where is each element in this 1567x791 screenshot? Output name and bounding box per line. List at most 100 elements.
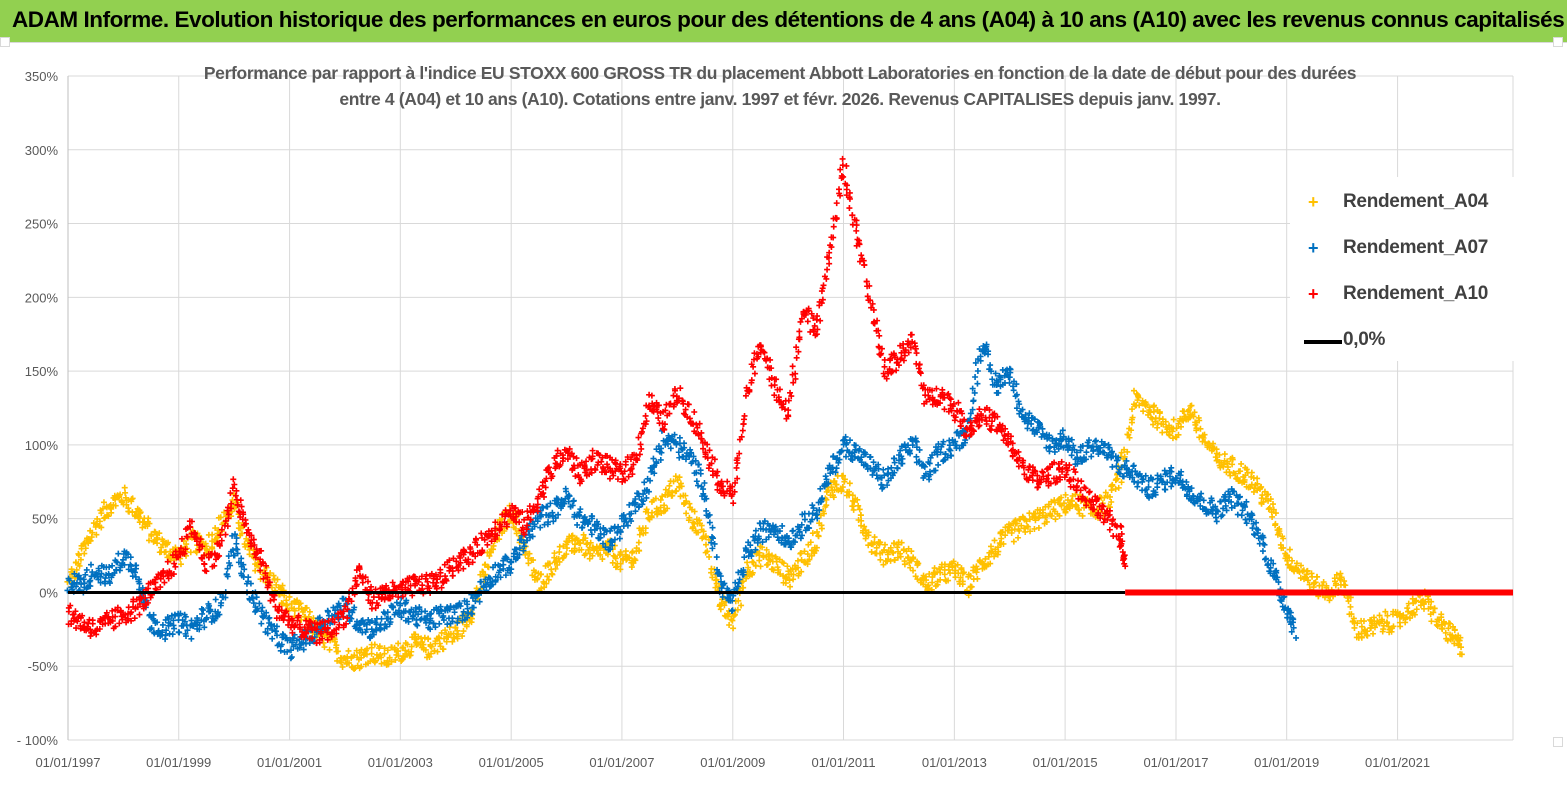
data-point	[854, 496, 861, 503]
data-point	[434, 648, 441, 655]
data-point	[891, 557, 898, 564]
data-point	[789, 528, 796, 535]
data-point	[650, 455, 657, 462]
data-point	[121, 484, 128, 491]
resize-handle-icon[interactable]	[1553, 37, 1563, 47]
data-point	[846, 488, 853, 495]
data-point	[763, 546, 770, 553]
data-point	[89, 529, 96, 536]
data-point	[569, 502, 576, 509]
data-point	[1142, 402, 1149, 409]
data-point	[1289, 557, 1296, 564]
resize-handle-icon[interactable]	[0, 37, 10, 47]
data-point	[212, 596, 219, 603]
data-point	[408, 643, 415, 650]
data-point	[833, 481, 840, 488]
data-point	[716, 570, 723, 577]
x-tick-label: 01/01/2007	[589, 755, 654, 770]
data-point	[1081, 484, 1088, 491]
y-tick-label: 300%	[25, 143, 59, 158]
data-point	[1114, 475, 1121, 482]
data-point	[623, 519, 630, 526]
data-point	[154, 619, 161, 626]
data-point	[729, 607, 736, 614]
data-point	[163, 627, 170, 634]
data-point	[611, 536, 618, 543]
data-point	[1410, 609, 1417, 616]
data-point	[1052, 516, 1059, 523]
data-point	[817, 317, 824, 324]
data-point	[938, 564, 945, 571]
data-point	[729, 617, 736, 624]
data-point	[814, 528, 821, 535]
data-point	[188, 635, 195, 642]
data-point	[925, 582, 932, 589]
data-point	[726, 621, 733, 628]
data-point	[833, 200, 840, 207]
data-point	[801, 548, 808, 555]
data-point	[652, 495, 659, 502]
data-point	[89, 617, 96, 624]
data-point	[1191, 409, 1198, 416]
data-point	[552, 565, 559, 572]
data-point	[258, 620, 265, 627]
data-point	[529, 533, 536, 540]
data-point	[1445, 620, 1452, 627]
data-point	[643, 506, 650, 513]
data-point	[232, 531, 239, 538]
data-point	[1120, 455, 1127, 462]
data-point	[482, 576, 489, 583]
data-point	[721, 612, 728, 619]
data-point	[667, 445, 674, 452]
data-point	[1056, 495, 1063, 502]
data-point	[1370, 614, 1377, 621]
data-point	[765, 534, 772, 541]
data-point	[708, 533, 715, 540]
data-point	[779, 522, 786, 529]
data-point	[1286, 554, 1293, 561]
data-point	[643, 494, 650, 501]
resize-handle-icon[interactable]	[1553, 737, 1563, 747]
data-point	[881, 541, 888, 548]
data-point	[693, 469, 700, 476]
data-point	[673, 441, 680, 448]
data-point	[224, 573, 231, 580]
data-point	[1210, 440, 1217, 447]
data-point	[1062, 491, 1069, 498]
data-point	[785, 407, 792, 414]
data-point	[1101, 494, 1108, 501]
data-point	[159, 621, 166, 628]
data-point	[1173, 425, 1180, 432]
data-point	[241, 566, 248, 573]
data-point	[259, 604, 266, 611]
data-point	[153, 536, 160, 543]
x-tick-label: 01/01/2017	[1143, 755, 1208, 770]
data-point	[289, 639, 296, 646]
data-point	[367, 635, 374, 642]
data-point	[653, 460, 660, 467]
data-point	[1297, 562, 1304, 569]
data-point	[947, 396, 954, 403]
data-point	[1217, 464, 1224, 471]
data-point	[454, 619, 461, 626]
data-point	[685, 401, 692, 408]
data-point	[1428, 598, 1435, 605]
data-point	[544, 503, 551, 510]
data-point	[392, 656, 399, 663]
data-point	[111, 570, 118, 577]
data-point	[381, 645, 388, 652]
data-point	[701, 480, 708, 487]
data-point	[1069, 498, 1075, 505]
data-point	[954, 561, 961, 568]
data-point	[598, 458, 605, 465]
data-point	[624, 522, 631, 529]
data-point	[1201, 439, 1208, 446]
data-point	[1169, 428, 1176, 435]
data-point	[739, 578, 746, 585]
data-point	[894, 554, 901, 561]
data-point	[711, 540, 718, 547]
data-point	[187, 549, 194, 556]
data-point	[176, 629, 183, 636]
data-point	[266, 614, 273, 621]
data-point	[721, 602, 728, 609]
